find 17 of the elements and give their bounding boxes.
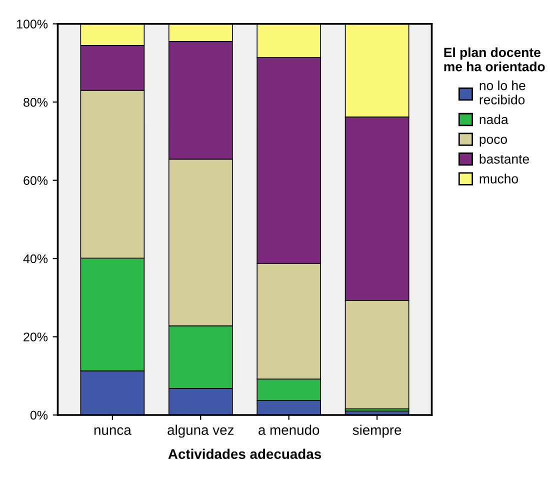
x-tick-label: nunca — [94, 427, 132, 435]
x-axis-title: Actividades adecuadas — [168, 448, 321, 459]
y-tick-label: 100% — [17, 20, 48, 28]
y-tick-label: 20% — [24, 332, 48, 342]
legend-title: El plan docente me ha orientado — [444, 47, 545, 72]
legend-label: nada — [480, 114, 508, 124]
legend-label: bastante — [480, 154, 529, 164]
x-tick-label: siempre — [352, 424, 402, 438]
y-tick-label: 80% — [24, 98, 48, 107]
y-tick-label: 40% — [23, 254, 48, 264]
y-tick-label: 60% — [24, 176, 48, 185]
x-tick-label: alguna vez — [168, 424, 234, 438]
legend-label: no lo he recibido — [480, 80, 526, 104]
legend-label: poco — [480, 136, 508, 147]
y-tick-label: 0% — [30, 410, 48, 420]
x-tick-label: a menudo — [258, 424, 320, 435]
legend-label: mucho — [480, 174, 518, 184]
